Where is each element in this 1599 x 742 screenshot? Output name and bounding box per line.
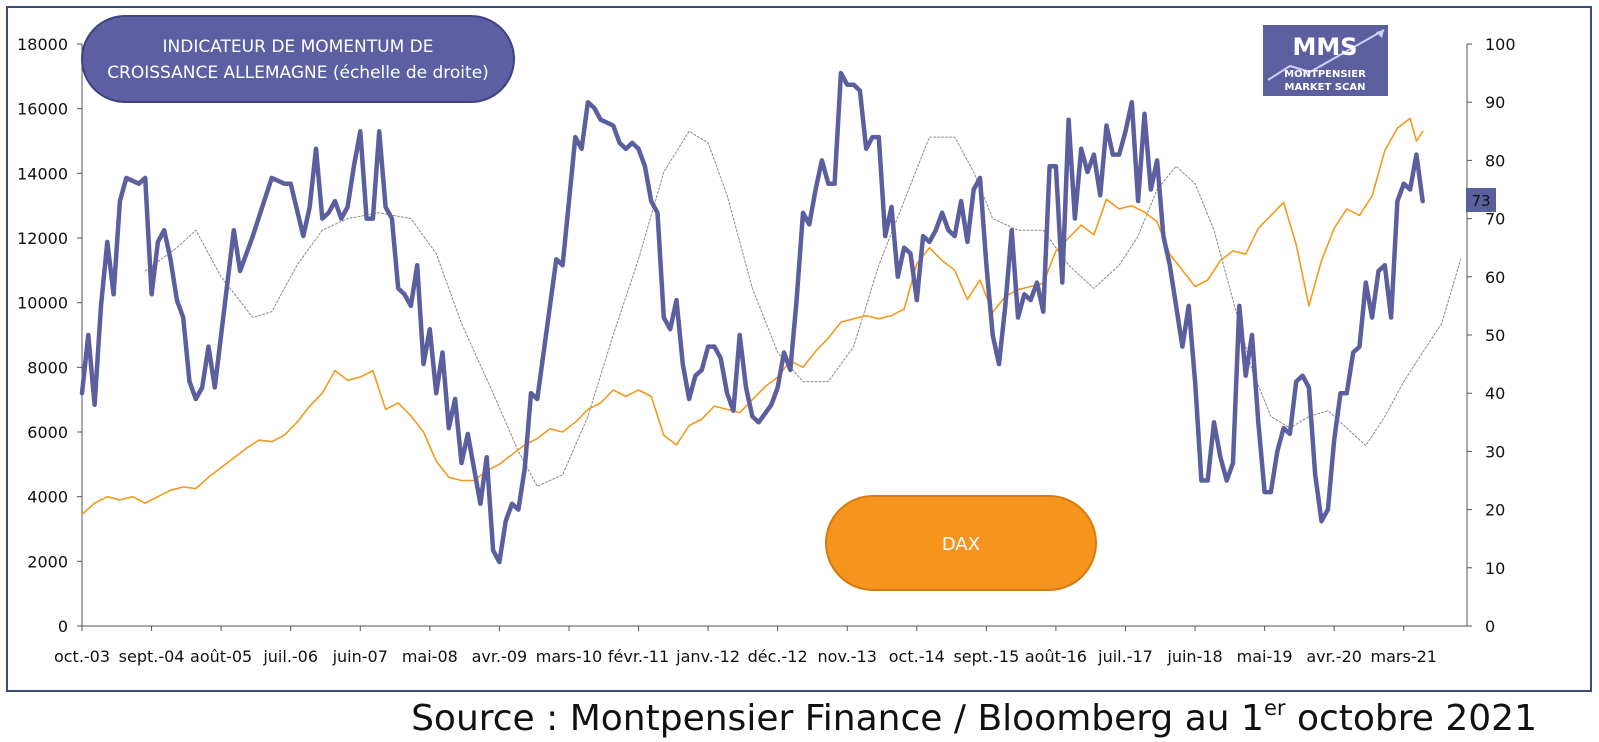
indicator-legend-label: INDICATEUR DE MOMENTUM DE CROISSANCE ALLE… (107, 37, 489, 83)
left-tick-label: 12000 (17, 229, 68, 248)
dax-legend-pill: DAX (825, 495, 1097, 591)
mms-logo: MMS MONTPENSIER MARKET SCAN (1263, 25, 1388, 96)
right-tick-label: 20 (1485, 501, 1505, 520)
left-tick-label: 10000 (17, 294, 68, 313)
chart-frame (6, 6, 1592, 692)
x-tick-label: août-16 (1025, 647, 1087, 666)
x-tick-label: avr.-09 (472, 647, 528, 666)
right-tick-label: 90 (1485, 93, 1505, 112)
right-tick-label: 100 (1485, 35, 1516, 54)
x-tick-label: oct.-14 (889, 647, 945, 666)
left-tick-label: 6000 (27, 423, 68, 442)
plot-area (79, 70, 1462, 565)
svg-text:MMS: MMS (1292, 33, 1357, 61)
indicator-legend-pill: INDICATEUR DE MOMENTUM DE CROISSANCE ALLE… (81, 15, 515, 103)
left-tick-label: 8000 (27, 358, 68, 377)
left-tick-label: 2000 (27, 552, 68, 571)
left-tick-label: 4000 (27, 488, 68, 507)
x-tick-label: mars-21 (1371, 647, 1437, 666)
x-tick-label: juin-18 (1166, 647, 1222, 666)
right-tick-label: 30 (1485, 442, 1505, 461)
moving-average-line (144, 130, 1462, 487)
x-tick-label: sept.-15 (953, 647, 1019, 666)
x-tick-label: juil.-17 (1097, 647, 1153, 666)
axes: 0 2000 4000 6000 8000 10000 12000 14000 16000 180… (17, 35, 1515, 666)
svg-text:MONTPENSIER: MONTPENSIER (1284, 69, 1366, 80)
source-caption: Source : Montpensier Finance / Bloomberg… (411, 696, 1537, 739)
x-tick-label: déc.-12 (748, 647, 808, 666)
x-tick-label: oct.-03 (54, 647, 110, 666)
x-tick-label: mai-08 (402, 647, 458, 666)
x-tick-label: nov.-13 (818, 647, 877, 666)
right-tick-label: 80 (1485, 151, 1505, 170)
x-tick-label: janv.-12 (675, 647, 740, 666)
x-tick-label: mars-10 (536, 647, 602, 666)
svg-text:73: 73 (1471, 192, 1490, 210)
x-tick-label: févr.-11 (608, 647, 669, 666)
right-tick-label: 40 (1485, 384, 1505, 403)
svg-text:MARKET SCAN: MARKET SCAN (1285, 82, 1366, 93)
left-tick-label: 0 (58, 617, 68, 636)
right-tick-label: 70 (1485, 210, 1505, 229)
x-tick-label: avr.-20 (1306, 647, 1362, 666)
left-tick-label: 16000 (17, 100, 68, 119)
right-tick-label: 60 (1485, 268, 1505, 287)
dax-series-line (81, 117, 1424, 516)
x-tick-label: août-05 (190, 647, 252, 666)
last-value-badge: 73 (1466, 188, 1496, 212)
left-tick-label: 14000 (17, 164, 68, 183)
right-tick-label: 10 (1485, 559, 1505, 578)
indicator-series-line (79, 70, 1425, 565)
x-tick-label: juin-07 (332, 647, 388, 666)
x-tick-label: sept.-04 (119, 647, 185, 666)
right-tick-label: 0 (1485, 617, 1495, 636)
left-tick-label: 18000 (17, 35, 68, 54)
x-tick-label: mai-19 (1237, 647, 1293, 666)
dax-legend-label: DAX (942, 534, 980, 555)
x-tick-label: juil.-06 (262, 647, 318, 666)
right-tick-label: 50 (1485, 326, 1505, 345)
